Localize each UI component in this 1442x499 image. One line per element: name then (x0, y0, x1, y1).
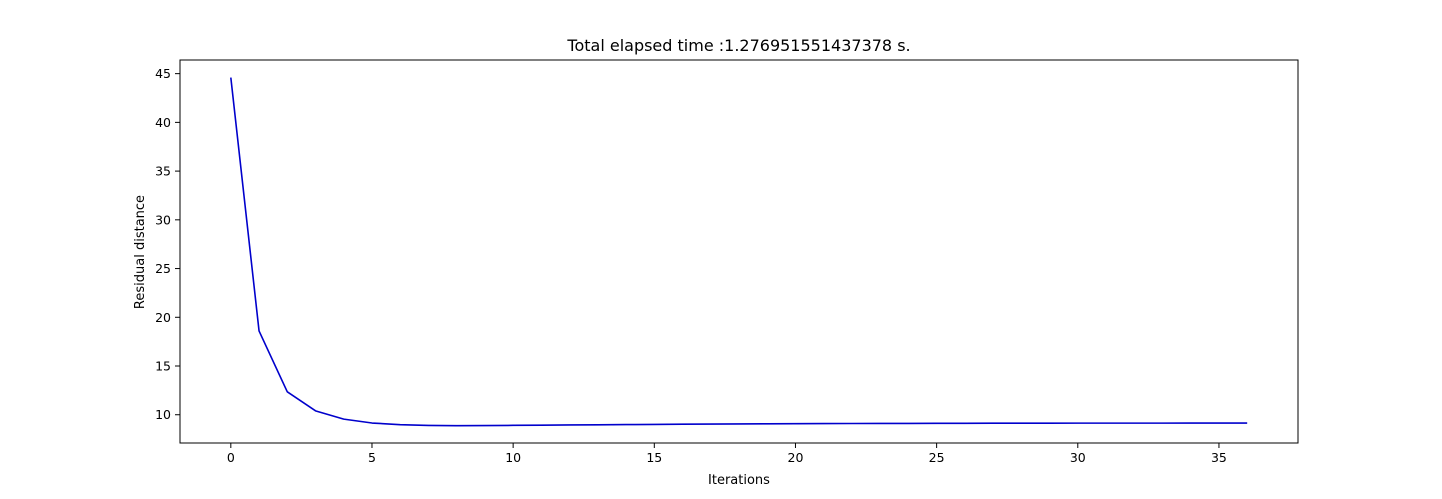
y-tick-label: 20 (155, 310, 171, 325)
y-tick-label: 15 (155, 359, 171, 374)
x-tick-label: 15 (646, 450, 662, 465)
chart-title: Total elapsed time :1.276951551437378 s. (566, 36, 910, 55)
x-tick-label: 5 (368, 450, 376, 465)
x-tick-label: 25 (929, 450, 945, 465)
x-tick-label: 30 (1070, 450, 1086, 465)
y-tick-label: 45 (155, 66, 171, 81)
y-tick-label: 35 (155, 164, 171, 179)
x-axis-ticks: 0 5 10 15 20 25 30 35 (227, 443, 1227, 465)
y-tick-label: 40 (155, 115, 171, 130)
y-tick-label: 30 (155, 212, 171, 227)
y-axis-ticks: 10 15 20 25 30 35 40 45 (155, 66, 180, 422)
x-axis-label: Iterations (708, 473, 770, 488)
x-tick-label: 20 (788, 450, 804, 465)
y-axis-label: Residual distance (133, 195, 148, 309)
x-tick-label: 0 (227, 450, 235, 465)
plot-area (230, 77, 1248, 427)
series-line (230, 77, 1248, 427)
plot-frame (179, 59, 1299, 444)
y-tick-label: 25 (155, 261, 171, 276)
y-tick-label: 10 (155, 407, 171, 422)
x-tick-label: 10 (505, 450, 521, 465)
x-tick-label: 35 (1211, 450, 1227, 465)
